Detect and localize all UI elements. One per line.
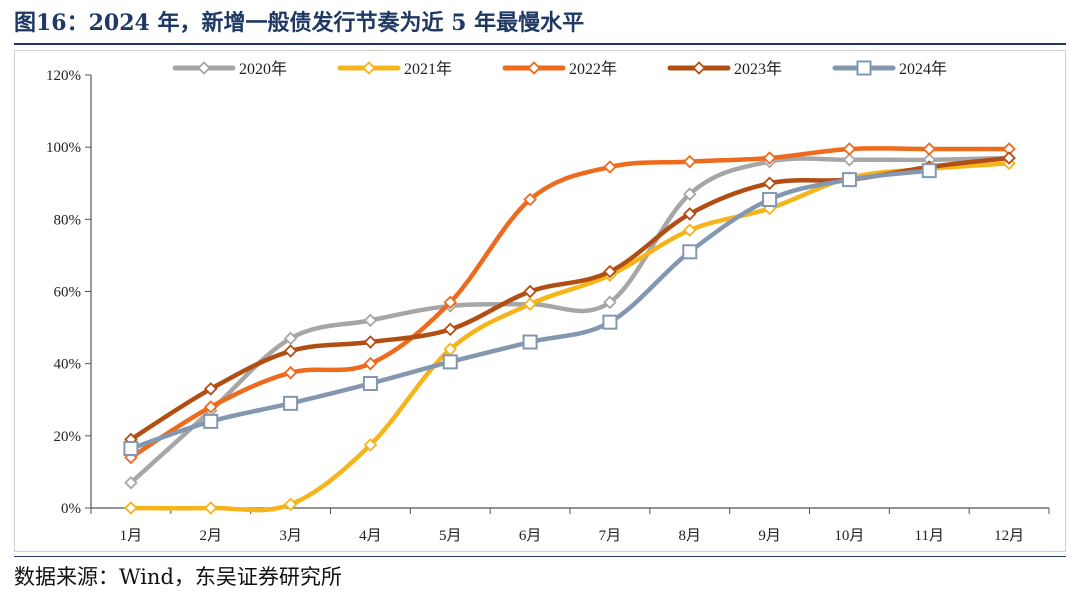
x-tick-label: 9月 <box>758 528 781 544</box>
legend-item: 2020年 <box>172 60 287 78</box>
data-point <box>682 244 698 260</box>
data-point <box>682 187 697 201</box>
y-tick-label: 0% <box>61 501 81 517</box>
x-tick-label: 6月 <box>519 528 542 544</box>
data-point <box>203 382 218 396</box>
legend-swatch-marker <box>197 61 211 75</box>
series-2023年 <box>124 151 1016 447</box>
data-point <box>921 163 937 179</box>
y-tick-label: 20% <box>54 429 82 445</box>
x-tick-label: 4月 <box>359 528 382 544</box>
data-point <box>203 413 219 429</box>
chart-frame: 0% 20% 40% 60% 80% 100% 120% 1月 2月 3月 4月 5月 6月 7月 8月 9月… <box>14 50 1066 552</box>
x-tick-label: 7月 <box>599 528 622 544</box>
data-point <box>363 438 378 452</box>
data-point <box>523 192 537 207</box>
title-divider <box>14 43 1066 45</box>
data-point <box>1002 151 1016 165</box>
x-tick-label: 12月 <box>994 528 1024 544</box>
y-tick-label: 100% <box>46 140 81 156</box>
x-tick-label: 1月 <box>120 528 143 544</box>
data-point <box>203 400 218 414</box>
legend-swatch-marker <box>527 61 541 75</box>
y-tick-label: 40% <box>54 357 82 373</box>
series-2020年 <box>124 151 1016 490</box>
data-point <box>124 475 138 490</box>
data-point <box>762 191 778 207</box>
legend-swatch-marker <box>362 61 376 75</box>
figure-title: 图16：2024 年，新增一般债发行节奏为近 5 年最慢水平 <box>14 10 585 36</box>
legend-label: 2024年 <box>899 60 947 78</box>
data-point <box>523 297 537 311</box>
data-point <box>842 153 857 167</box>
legend-item: 2022年 <box>502 60 617 78</box>
data-point <box>283 344 298 358</box>
data-point <box>442 354 458 370</box>
legend-swatch-marker <box>856 60 872 76</box>
data-point <box>522 334 538 350</box>
source-divider <box>14 556 1066 557</box>
x-tick-label: 5月 <box>439 528 462 544</box>
series-line <box>128 155 1012 485</box>
x-tick-label: 3月 <box>279 528 302 544</box>
legend-label: 2022年 <box>569 60 617 78</box>
data-point <box>762 151 777 165</box>
data-point <box>203 501 218 515</box>
data-point <box>283 365 298 380</box>
data-point <box>603 295 617 310</box>
y-tick-label: 60% <box>54 285 82 301</box>
series-line <box>128 155 1012 442</box>
data-point <box>124 501 138 515</box>
data-point <box>603 160 617 174</box>
x-tick-label: 8月 <box>678 528 701 544</box>
data-point <box>602 314 618 330</box>
series-2022年 <box>124 142 1016 465</box>
legend-label: 2020年 <box>239 60 287 78</box>
data-point <box>682 154 697 169</box>
data-point <box>283 395 299 411</box>
legend-item: 2024年 <box>832 60 947 78</box>
data-point <box>363 335 378 349</box>
legend-item: 2021年 <box>337 60 452 78</box>
data-point <box>362 376 378 392</box>
data-point <box>363 356 378 371</box>
x-tick-label: 11月 <box>915 528 944 544</box>
data-point <box>682 207 697 221</box>
chart-svg: 0% 20% 40% 60% 80% 100% 120% 1月 2月 3月 4月 5月 6月 7月 8月 9月… <box>46 60 1050 544</box>
legend-swatch-marker <box>692 61 706 75</box>
data-point <box>443 322 458 337</box>
data-point <box>363 313 378 328</box>
data-point <box>841 172 857 188</box>
legend-label: 2023年 <box>734 60 782 78</box>
y-tick-label: 80% <box>54 212 82 228</box>
data-point <box>922 142 937 156</box>
x-tick-label: 10月 <box>834 528 864 544</box>
data-point <box>283 331 298 346</box>
data-point <box>443 295 458 310</box>
data-point <box>283 497 298 512</box>
series-2024年 <box>123 163 937 456</box>
legend-item: 2023年 <box>667 60 782 78</box>
data-point <box>842 142 857 156</box>
data-point <box>523 284 537 299</box>
x-tick-label: 2月 <box>199 528 222 544</box>
data-point <box>123 440 139 456</box>
data-point <box>762 176 777 191</box>
source-note: 数据来源：Wind，东吴证券研究所 <box>14 565 342 589</box>
data-point <box>603 264 617 279</box>
legend-label: 2021年 <box>404 60 452 78</box>
y-tick-label: 120% <box>46 68 81 84</box>
data-point <box>682 223 697 237</box>
